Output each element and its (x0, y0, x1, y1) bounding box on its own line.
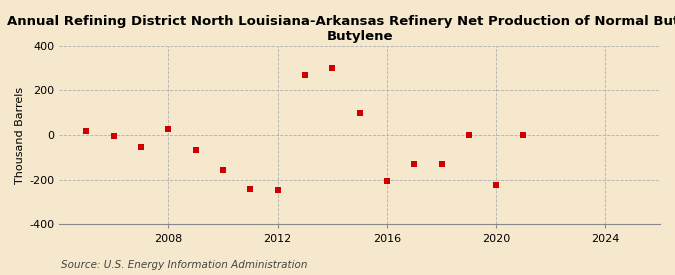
Point (327, 66, 338, 70)
Point (518, 133, 529, 138)
Point (136, 145, 146, 150)
Point (109, 134, 119, 138)
Point (300, 72, 310, 77)
Point (190, 147, 201, 152)
Point (409, 162, 420, 166)
Point (436, 162, 447, 166)
Point (163, 127, 173, 132)
Point (354, 111, 365, 115)
Y-axis label: Thousand Barrels: Thousand Barrels (15, 86, 25, 184)
Title: Annual Refining District North Louisiana-Arkansas Refinery Net Production of Nor: Annual Refining District North Louisiana… (7, 15, 675, 43)
Point (245, 186, 256, 191)
Point (464, 133, 475, 138)
Point (81, 128, 92, 133)
Text: Source: U.S. Energy Information Administration: Source: U.S. Energy Information Administ… (61, 260, 307, 270)
Point (381, 179, 392, 183)
Point (491, 183, 502, 188)
Point (272, 188, 283, 192)
Point (217, 167, 228, 172)
